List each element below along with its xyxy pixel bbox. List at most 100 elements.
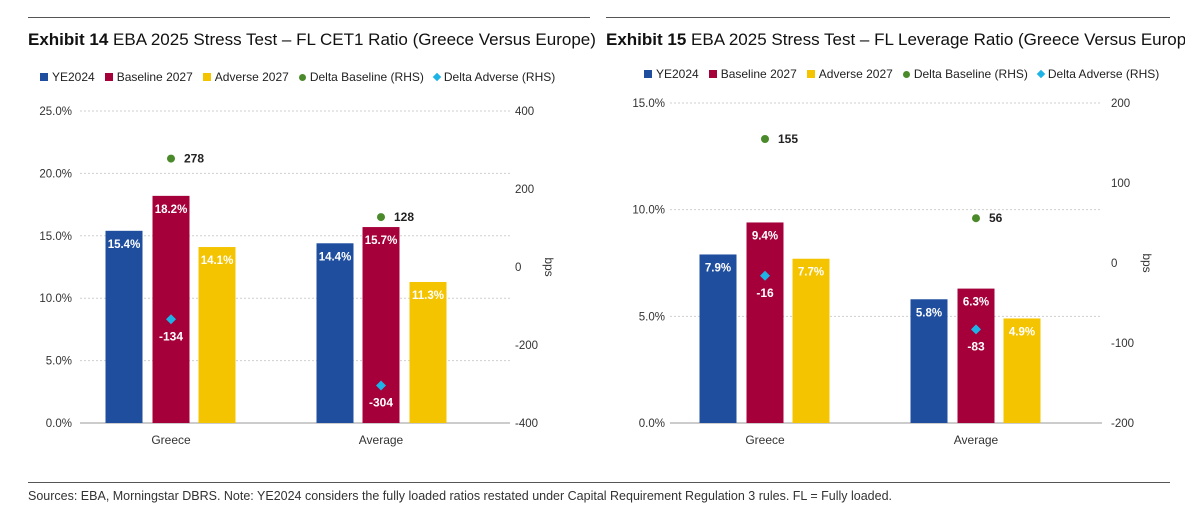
- y2-tick-label: 200: [1111, 98, 1130, 110]
- exhibit-14-title: Exhibit 14 EBA 2025 Stress Test – FL CET…: [28, 30, 596, 50]
- bar-ye2024-greece: [699, 254, 737, 423]
- y2-tick-label: 200: [515, 184, 534, 196]
- bar-adverse-average: [409, 281, 447, 423]
- bar-ye2024-greece: [105, 230, 143, 423]
- legend-swatch-baseline: [104, 73, 113, 81]
- bar-label-adverse-greece: 14.1%: [201, 255, 234, 267]
- legend-item-baseline: Baseline 2027: [708, 67, 797, 81]
- bar-label-adverse-greece: 7.7%: [798, 267, 824, 279]
- legend-label-delta-adverse: Delta Adverse (RHS): [443, 70, 556, 84]
- legend-label-adverse: Adverse 2027: [214, 70, 289, 84]
- bar-baseline-greece: [152, 195, 190, 423]
- x-category-label: Greece: [745, 433, 785, 447]
- legend-label-delta-baseline: Delta Baseline (RHS): [309, 70, 424, 84]
- y2-tick-label: 100: [1111, 178, 1130, 190]
- legend-item-delta-baseline: Delta Baseline (RHS): [298, 70, 424, 84]
- legend-label-delta-baseline: Delta Baseline (RHS): [913, 67, 1028, 81]
- bar-adverse-average: [1003, 318, 1041, 423]
- x-category-label: Average: [359, 433, 404, 447]
- bar-label-ye2024-greece: 15.4%: [108, 239, 141, 251]
- legend-swatch-ye2024: [644, 70, 652, 78]
- y-tick-label: 20.0%: [39, 168, 72, 180]
- marker-delta_baseline-greece: [761, 135, 769, 143]
- source-note: Sources: EBA, Morningstar DBRS. Note: YE…: [28, 489, 893, 503]
- marker-delta_baseline-average: [377, 213, 385, 222]
- legend-item-ye2024: YE2024: [644, 67, 699, 81]
- marker-label-delta_baseline-average: 56: [989, 211, 1003, 225]
- top-rule-left: [28, 17, 590, 18]
- bar-label-adverse-average: 4.9%: [1009, 326, 1035, 338]
- exhibit-14-label: Exhibit 14: [28, 30, 109, 49]
- legend-item-ye2024: YE2024: [40, 70, 95, 84]
- y2-tick-label: -200: [515, 340, 538, 352]
- legend-item-baseline: Baseline 2027: [104, 70, 193, 84]
- exhibit-14-legend: YE2024 Baseline 2027 Adverse 2027 Delta …: [40, 70, 555, 84]
- legend-marker-delta-baseline: [298, 73, 306, 81]
- y2-axis-label: bps: [1140, 253, 1154, 272]
- bar-baseline-average: [362, 227, 400, 423]
- legend-label-baseline: Baseline 2027: [116, 70, 193, 84]
- x-category-label: Greece: [151, 433, 191, 447]
- bar-label-baseline-greece: 18.2%: [155, 204, 188, 216]
- marker-delta_adverse-greece: [166, 314, 176, 325]
- footer-rule: [28, 482, 1170, 483]
- bar-baseline-average: [957, 288, 995, 423]
- bar-ye2024-average: [910, 299, 948, 423]
- y-tick-label: 5.0%: [639, 311, 665, 323]
- bar-label-baseline-average: 15.7%: [365, 235, 398, 247]
- legend-swatch-ye2024: [40, 73, 48, 81]
- y2-tick-label: 400: [515, 106, 534, 118]
- y2-tick-label: -200: [1111, 418, 1134, 430]
- y-tick-label: 5.0%: [46, 356, 72, 368]
- exhibit-14-title-text: EBA 2025 Stress Test – FL CET1 Ratio (Gr…: [113, 30, 596, 49]
- exhibit-15-legend: YE2024 Baseline 2027 Adverse 2027 Delta …: [644, 67, 1159, 81]
- legend-item-delta-adverse: Delta Adverse (RHS): [432, 70, 556, 84]
- bar-baseline-greece: [746, 222, 784, 423]
- marker-delta_adverse-average: [376, 380, 386, 391]
- y-tick-label: 0.0%: [639, 418, 665, 430]
- bar-label-adverse-average: 11.3%: [412, 290, 444, 302]
- marker-delta_baseline-average: [972, 214, 980, 223]
- legend-label-ye2024: YE2024: [52, 70, 95, 84]
- legend-item-delta-adverse: Delta Adverse (RHS): [1036, 67, 1160, 81]
- y-tick-label: 10.0%: [632, 205, 665, 217]
- legend-marker-delta-baseline: [902, 70, 910, 78]
- marker-label-delta_adverse-greece: -16: [756, 286, 774, 300]
- marker-label-delta_adverse-average: -83: [967, 339, 985, 353]
- bar-label-baseline-greece: 9.4%: [752, 230, 778, 242]
- legend-swatch-adverse: [806, 70, 815, 78]
- legend-label-baseline: Baseline 2027: [720, 67, 797, 81]
- y-tick-label: 25.0%: [39, 106, 72, 118]
- bar-adverse-greece: [198, 247, 236, 423]
- bar-adverse-greece: [792, 258, 830, 423]
- legend-label-adverse: Adverse 2027: [818, 67, 893, 81]
- exhibit-15-panel: Exhibit 15 EBA 2025 Stress Test – FL Lev…: [592, 0, 1185, 480]
- bar-label-ye2024-average: 14.4%: [319, 251, 352, 263]
- exhibit-14-chart: 0.0% 5.0% 10.0% 15.0% 20.0% 25.0% -400 -200 0 200…: [39, 106, 556, 447]
- y2-tick-label: 0: [515, 262, 521, 274]
- legend-item-adverse: Adverse 2027: [202, 70, 289, 84]
- top-rule-right: [606, 17, 1170, 18]
- y2-axis-label: bps: [542, 257, 556, 276]
- y2-tick-label: -400: [515, 418, 538, 430]
- marker-delta_adverse-average: [971, 324, 981, 335]
- legend-label-delta-adverse: Delta Adverse (RHS): [1047, 67, 1160, 81]
- y-tick-label: 0.0%: [46, 418, 72, 430]
- marker-label-delta_baseline-greece: 155: [778, 132, 798, 146]
- y2-tick-label: 0: [1111, 258, 1117, 270]
- marker-label-delta_baseline-average: 128: [394, 210, 414, 224]
- y-tick-label: 15.0%: [632, 98, 665, 110]
- exhibit-15-title: Exhibit 15 EBA 2025 Stress Test – FL Lev…: [606, 30, 1185, 50]
- marker-label-delta_baseline-greece: 278: [184, 152, 204, 166]
- bar-label-ye2024-average: 5.8%: [916, 307, 942, 319]
- exhibit-15-chart: 0.0% 5.0% 10.0% 15.0% -200 -100 0 100 200 bps 7.9%…: [632, 98, 1154, 447]
- legend-swatch-adverse: [202, 73, 211, 81]
- legend-item-adverse: Adverse 2027: [806, 67, 893, 81]
- y-tick-label: 10.0%: [39, 293, 72, 305]
- legend-label-ye2024: YE2024: [656, 67, 699, 81]
- x-category-label: Average: [954, 433, 999, 447]
- y2-tick-label: -100: [1111, 338, 1134, 350]
- bar-ye2024-average: [316, 243, 354, 423]
- marker-delta_baseline-greece: [167, 154, 175, 163]
- legend-item-delta-baseline: Delta Baseline (RHS): [902, 67, 1028, 81]
